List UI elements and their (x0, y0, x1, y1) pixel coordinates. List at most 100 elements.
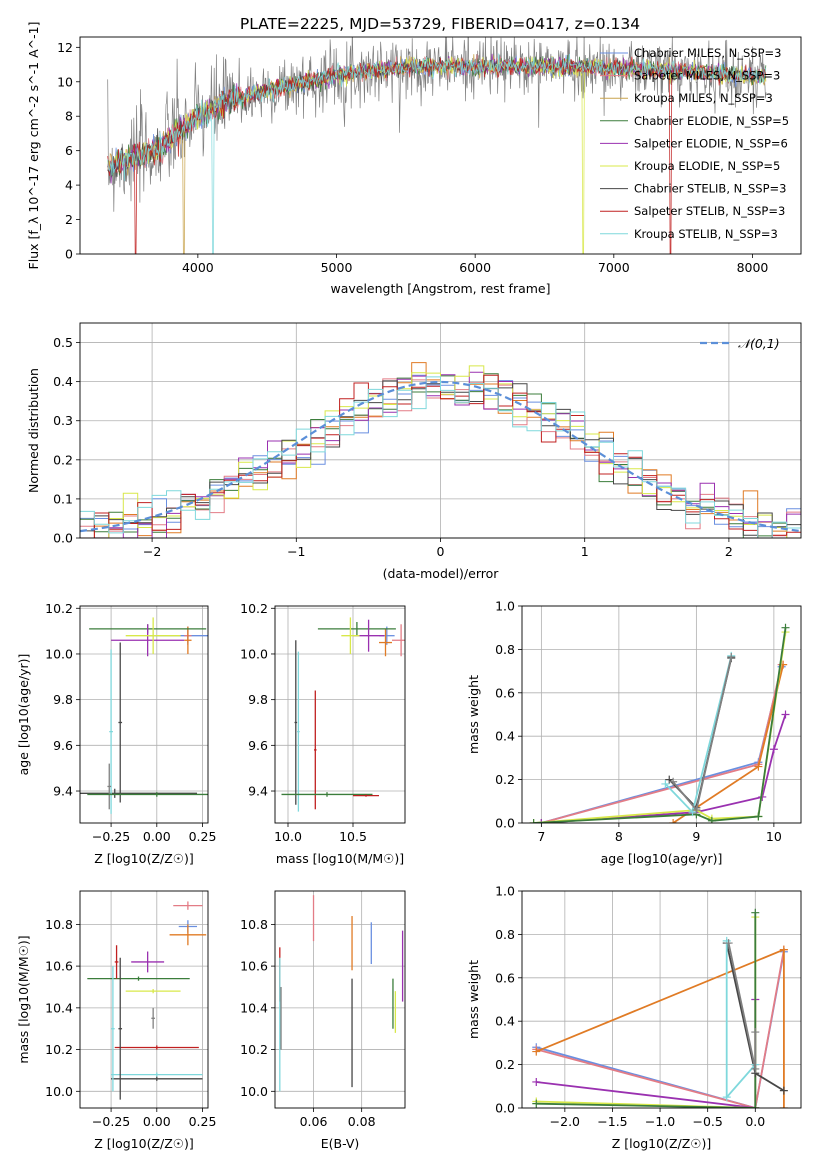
weight-marker (779, 1104, 788, 1108)
spectrum-xlabel: wavelength [Angstrom, rest frame] (330, 281, 550, 296)
spectrum-ylabel: Flux [f_λ 10^-17 erg cm^-2 s^-1 A^-1] (26, 22, 41, 270)
x-tick-label: 5000 (321, 260, 353, 275)
weight-marker (692, 805, 701, 814)
weight-line-orange (672, 664, 785, 823)
y-tick-label: 10.8 (45, 917, 73, 932)
axes: −2 −1 0 1 2 0.0 0.1 0.2 0.3 0.4 0.5 𝒩(0,1) (data-mod… (26, 322, 802, 581)
weight-line-salpeter_miles (536, 949, 785, 1108)
axes-frame (521, 605, 802, 824)
errorbar-point (118, 957, 123, 1100)
y-tick-label: 9.8 (53, 692, 73, 707)
age-vs-Z-ylabel: age [log10(age/yr)] (16, 654, 31, 776)
x-tick-label: −0.5 (693, 1114, 723, 1129)
weight-marker (751, 1104, 760, 1108)
errorbar-point (353, 794, 379, 797)
axes-frame (79, 605, 209, 824)
spectrum-model-kroupa_stelib (107, 53, 767, 254)
errorbar-point (314, 690, 317, 810)
errorbar-point (151, 1007, 155, 1029)
errorbar-point (125, 617, 181, 654)
weight-vs-Z-ylabel: mass weight (466, 960, 481, 1039)
axes-frame (79, 36, 802, 255)
y-tick-label: 10.0 (45, 646, 73, 661)
plot-area (87, 901, 207, 1100)
errorbar-point (114, 945, 119, 979)
grid-lines (80, 891, 208, 1108)
y-tick-label: 0.4 (495, 729, 515, 744)
weight-marker (751, 1028, 760, 1037)
plot-area (279, 895, 404, 1092)
y-tick-label: 0.0 (495, 1101, 515, 1116)
legend-label: Salpeter STELIB, N_SSP=3 (634, 204, 785, 218)
weight-marker (751, 1064, 760, 1073)
legend-label: Chabrier STELIB, N_SSP=3 (634, 182, 786, 196)
y-tick-label: 6 (65, 143, 73, 158)
weight-marker (532, 1099, 541, 1108)
y-tick-label: 2 (65, 212, 73, 227)
y-tick-label: 9.6 (248, 738, 268, 753)
y-tick-label: 0.2 (495, 772, 515, 787)
y-tick-label: 0.3 (53, 413, 73, 428)
plot-area (281, 617, 405, 812)
histogram-kroupa_stelib (80, 376, 801, 538)
y-tick-label: 10.2 (240, 1042, 268, 1057)
weight-line-kroupa_stelib (664, 655, 733, 814)
x-tick-label: −1 (287, 544, 305, 559)
axes: 7 8 9 10 0.0 0.2 0.4 0.6 0.8 1.0 age [log10(age/yr… (466, 599, 802, 866)
axes: 10.0 10.5 9.4 9.6 9.8 10.0 10.2 mass [log10(M/M… (240, 601, 406, 866)
errorbar-point (111, 1076, 203, 1081)
y-tick-label: 0.6 (495, 685, 515, 700)
axes: 4000 5000 6000 7000 8000 0 2 4 6 8 10 12 wavelength … (26, 22, 802, 296)
legend-label: Kroupa STELIB, N_SSP=3 (634, 227, 778, 241)
weight-marker (781, 710, 790, 719)
legend-label: Salpeter MILES, N_SSP=3 (634, 69, 780, 83)
y-tick-label: 10.4 (45, 1000, 73, 1015)
figure-title: PLATE=2225, MJD=53729, FIBERID=0417, z=0… (240, 15, 640, 33)
legend-label: Chabrier MILES, N_SSP=3 (634, 46, 781, 60)
plot-area (80, 362, 801, 538)
weight-vs-age-ylabel: mass weight (466, 675, 481, 754)
residuals-xlabel: (data-model)/error (383, 566, 500, 581)
y-tick-label: 10.2 (45, 601, 73, 616)
x-tick-label: 8000 (737, 260, 769, 275)
errorbar-point (297, 651, 300, 812)
spectrum-model-salpeter_stelib (107, 56, 767, 254)
x-tick-label: 10.5 (339, 829, 367, 844)
mass-vs-ebv-panel: 0.06 0.08 10.0 10.2 10.4 10.6 10.8 E(B-V) (240, 890, 406, 1151)
errorbar-point (107, 763, 112, 810)
weight-marker (751, 908, 760, 917)
x-tick-label: 0.0 (745, 1114, 765, 1129)
y-tick-label: 0.4 (53, 374, 73, 389)
grid-lines (80, 606, 208, 823)
y-tick-label: 10.2 (45, 1042, 73, 1057)
y-tick-label: 10.6 (240, 959, 268, 974)
weight-marker (722, 1093, 731, 1102)
y-tick-label: 0.4 (495, 1014, 515, 1029)
x-tick-label: 8 (615, 829, 623, 844)
weight-marker (769, 745, 778, 754)
x-tick-label: −2.0 (550, 1114, 580, 1129)
weight-vs-Z-xlabel: Z [log10(Z/Z☉)] (612, 1136, 712, 1151)
y-tick-label: 0.0 (495, 816, 515, 831)
x-tick-label: 0.25 (189, 829, 217, 844)
gaussian-curve (80, 380, 801, 533)
plot-area (107, 37, 767, 254)
errorbar-point (80, 788, 198, 798)
weight-line-chabrier_elodie (536, 912, 757, 1108)
x-tick-label: 4000 (182, 260, 214, 275)
weight-line-data_grey (672, 656, 733, 812)
x-tick-label: 0.00 (143, 829, 171, 844)
weight-marker (781, 623, 790, 632)
plot-area (529, 623, 790, 823)
mass-vs-Z-xlabel: Z [log10(Z/Z☉)] (94, 1136, 194, 1151)
y-tick-label: 0.8 (495, 927, 515, 942)
x-tick-label: 10 (766, 829, 782, 844)
errorbar-point (341, 617, 360, 654)
grid-lines (275, 606, 405, 823)
errorbar-point (125, 989, 181, 994)
errorbar-point (131, 951, 165, 973)
y-tick-label: 0.6 (495, 970, 515, 985)
weight-vs-age-panel: 7 8 9 10 0.0 0.2 0.4 0.6 0.8 1.0 age [log10(age/yr… (466, 599, 802, 866)
weight-marker (532, 1077, 541, 1086)
axes-frame (521, 890, 802, 1109)
